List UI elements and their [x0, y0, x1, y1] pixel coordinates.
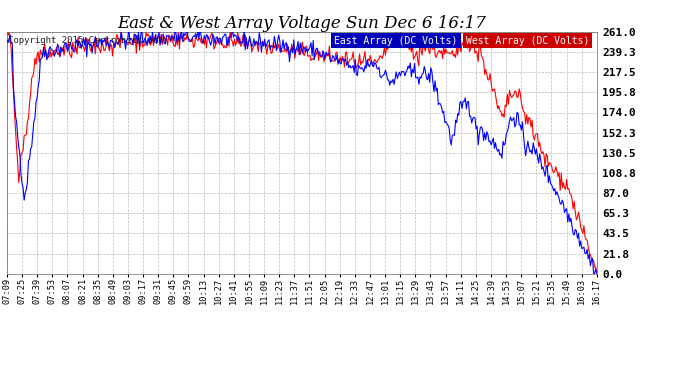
Title: East & West Array Voltage Sun Dec 6 16:17: East & West Array Voltage Sun Dec 6 16:1… [117, 15, 486, 32]
Text: Copyright 2015 Cartronics.com: Copyright 2015 Cartronics.com [8, 36, 164, 45]
Text: East Array (DC Volts): East Array (DC Volts) [335, 36, 457, 45]
Text: West Array (DC Volts): West Array (DC Volts) [466, 36, 589, 45]
